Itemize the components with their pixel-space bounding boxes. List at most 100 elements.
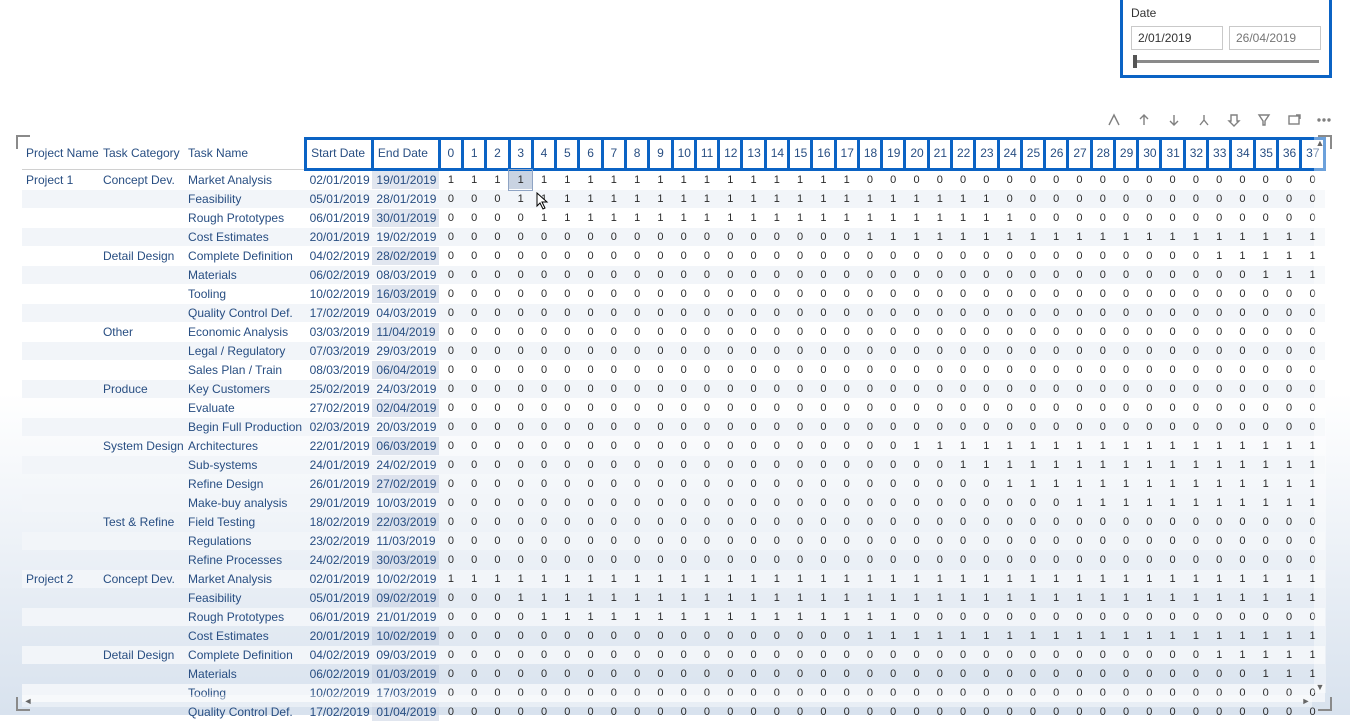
num-cell[interactable]: 0 [626, 437, 649, 456]
num-cell[interactable]: 1 [695, 570, 718, 589]
num-cell[interactable]: 0 [1091, 646, 1114, 665]
cell[interactable] [99, 418, 184, 437]
cell[interactable]: Begin Full Production [184, 418, 306, 437]
num-cell[interactable]: 0 [928, 266, 951, 285]
col-header-num[interactable]: 10 [672, 139, 695, 170]
cell[interactable]: 08/03/2019 [306, 361, 373, 380]
cell[interactable]: 06/01/2019 [306, 209, 373, 228]
num-cell[interactable]: 0 [1208, 532, 1231, 551]
num-cell[interactable]: 1 [951, 190, 974, 209]
num-cell[interactable]: 0 [1068, 551, 1091, 570]
col-header-num[interactable]: 13 [742, 139, 765, 170]
drill-up-icon[interactable] [1106, 112, 1122, 128]
num-cell[interactable]: 0 [439, 285, 462, 304]
num-cell[interactable]: 1 [1208, 456, 1231, 475]
num-cell[interactable]: 0 [812, 627, 835, 646]
num-cell[interactable]: 0 [788, 646, 811, 665]
cell[interactable] [99, 532, 184, 551]
num-cell[interactable]: 0 [626, 361, 649, 380]
num-cell[interactable]: 0 [556, 418, 579, 437]
num-cell[interactable]: 0 [579, 437, 602, 456]
num-cell[interactable]: 1 [1184, 475, 1207, 494]
col-header-num[interactable]: 12 [719, 139, 742, 170]
num-cell[interactable]: 0 [439, 247, 462, 266]
num-cell[interactable]: 0 [486, 513, 509, 532]
num-cell[interactable]: 0 [463, 589, 486, 608]
cell[interactable] [99, 494, 184, 513]
num-cell[interactable]: 0 [486, 209, 509, 228]
num-cell[interactable]: 1 [602, 608, 625, 627]
num-cell[interactable]: 0 [626, 532, 649, 551]
num-cell[interactable]: 1 [626, 170, 649, 190]
num-cell[interactable]: 0 [1091, 608, 1114, 627]
num-cell[interactable]: 0 [695, 399, 718, 418]
num-cell[interactable]: 0 [1138, 266, 1161, 285]
num-cell[interactable]: 1 [1045, 570, 1068, 589]
num-cell[interactable]: 1 [626, 209, 649, 228]
num-cell[interactable]: 1 [928, 190, 951, 209]
num-cell[interactable]: 0 [765, 456, 788, 475]
num-cell[interactable]: 0 [1161, 170, 1184, 190]
num-cell[interactable]: 0 [1068, 608, 1091, 627]
num-cell[interactable]: 1 [579, 589, 602, 608]
num-cell[interactable]: 0 [602, 513, 625, 532]
num-cell[interactable]: 0 [928, 380, 951, 399]
num-cell[interactable]: 0 [509, 304, 532, 323]
cell[interactable]: 24/03/2019 [372, 380, 439, 399]
num-cell[interactable]: 0 [812, 323, 835, 342]
cell[interactable]: Make-buy analysis [184, 494, 306, 513]
cell[interactable]: Refine Processes [184, 551, 306, 570]
num-cell[interactable]: 0 [1161, 551, 1184, 570]
num-cell[interactable]: 1 [1277, 437, 1300, 456]
num-cell[interactable]: 0 [1208, 266, 1231, 285]
num-cell[interactable]: 1 [1231, 437, 1254, 456]
num-cell[interactable]: 0 [1114, 190, 1137, 209]
num-cell[interactable]: 1 [1254, 646, 1277, 665]
num-cell[interactable]: 0 [928, 247, 951, 266]
num-cell[interactable]: 1 [1091, 570, 1114, 589]
num-cell[interactable]: 1 [742, 589, 765, 608]
num-cell[interactable]: 1 [1161, 456, 1184, 475]
col-header-num[interactable]: 11 [695, 139, 718, 170]
num-cell[interactable]: 1 [882, 228, 905, 247]
num-cell[interactable]: 1 [905, 437, 928, 456]
table-row[interactable]: Test & RefineField Testing18/02/201922/0… [22, 513, 1325, 532]
num-cell[interactable]: 1 [905, 627, 928, 646]
num-cell[interactable]: 1 [556, 570, 579, 589]
cell[interactable]: 20/03/2019 [372, 418, 439, 437]
num-cell[interactable]: 0 [928, 361, 951, 380]
num-cell[interactable]: 1 [742, 209, 765, 228]
num-cell[interactable]: 0 [1021, 285, 1044, 304]
num-cell[interactable]: 0 [742, 627, 765, 646]
num-cell[interactable]: 1 [1021, 589, 1044, 608]
num-cell[interactable]: 0 [1254, 190, 1277, 209]
num-cell[interactable]: 1 [1254, 456, 1277, 475]
num-cell[interactable]: 0 [649, 342, 672, 361]
num-cell[interactable]: 1 [975, 589, 998, 608]
cell[interactable]: Detail Design [99, 247, 184, 266]
num-cell[interactable]: 0 [928, 665, 951, 684]
num-cell[interactable]: 1 [858, 608, 881, 627]
num-cell[interactable]: 0 [463, 361, 486, 380]
table-row[interactable]: System DesignArchitectures22/01/201906/0… [22, 437, 1325, 456]
num-cell[interactable]: 1 [486, 570, 509, 589]
num-cell[interactable]: 0 [765, 418, 788, 437]
num-cell[interactable]: 0 [719, 304, 742, 323]
num-cell[interactable]: 0 [765, 380, 788, 399]
num-cell[interactable]: 0 [439, 437, 462, 456]
num-cell[interactable]: 0 [1138, 361, 1161, 380]
cell[interactable] [22, 190, 99, 209]
num-cell[interactable]: 0 [1254, 532, 1277, 551]
num-cell[interactable]: 0 [975, 247, 998, 266]
num-cell[interactable]: 0 [486, 608, 509, 627]
num-cell[interactable]: 0 [672, 494, 695, 513]
num-cell[interactable]: 0 [812, 532, 835, 551]
num-cell[interactable]: 0 [788, 551, 811, 570]
num-cell[interactable]: 1 [672, 190, 695, 209]
num-cell[interactable]: 0 [439, 551, 462, 570]
num-cell[interactable]: 0 [1161, 380, 1184, 399]
num-cell[interactable]: 0 [882, 266, 905, 285]
num-cell[interactable]: 0 [1277, 170, 1300, 190]
num-cell[interactable]: 1 [1138, 589, 1161, 608]
num-cell[interactable]: 0 [672, 456, 695, 475]
